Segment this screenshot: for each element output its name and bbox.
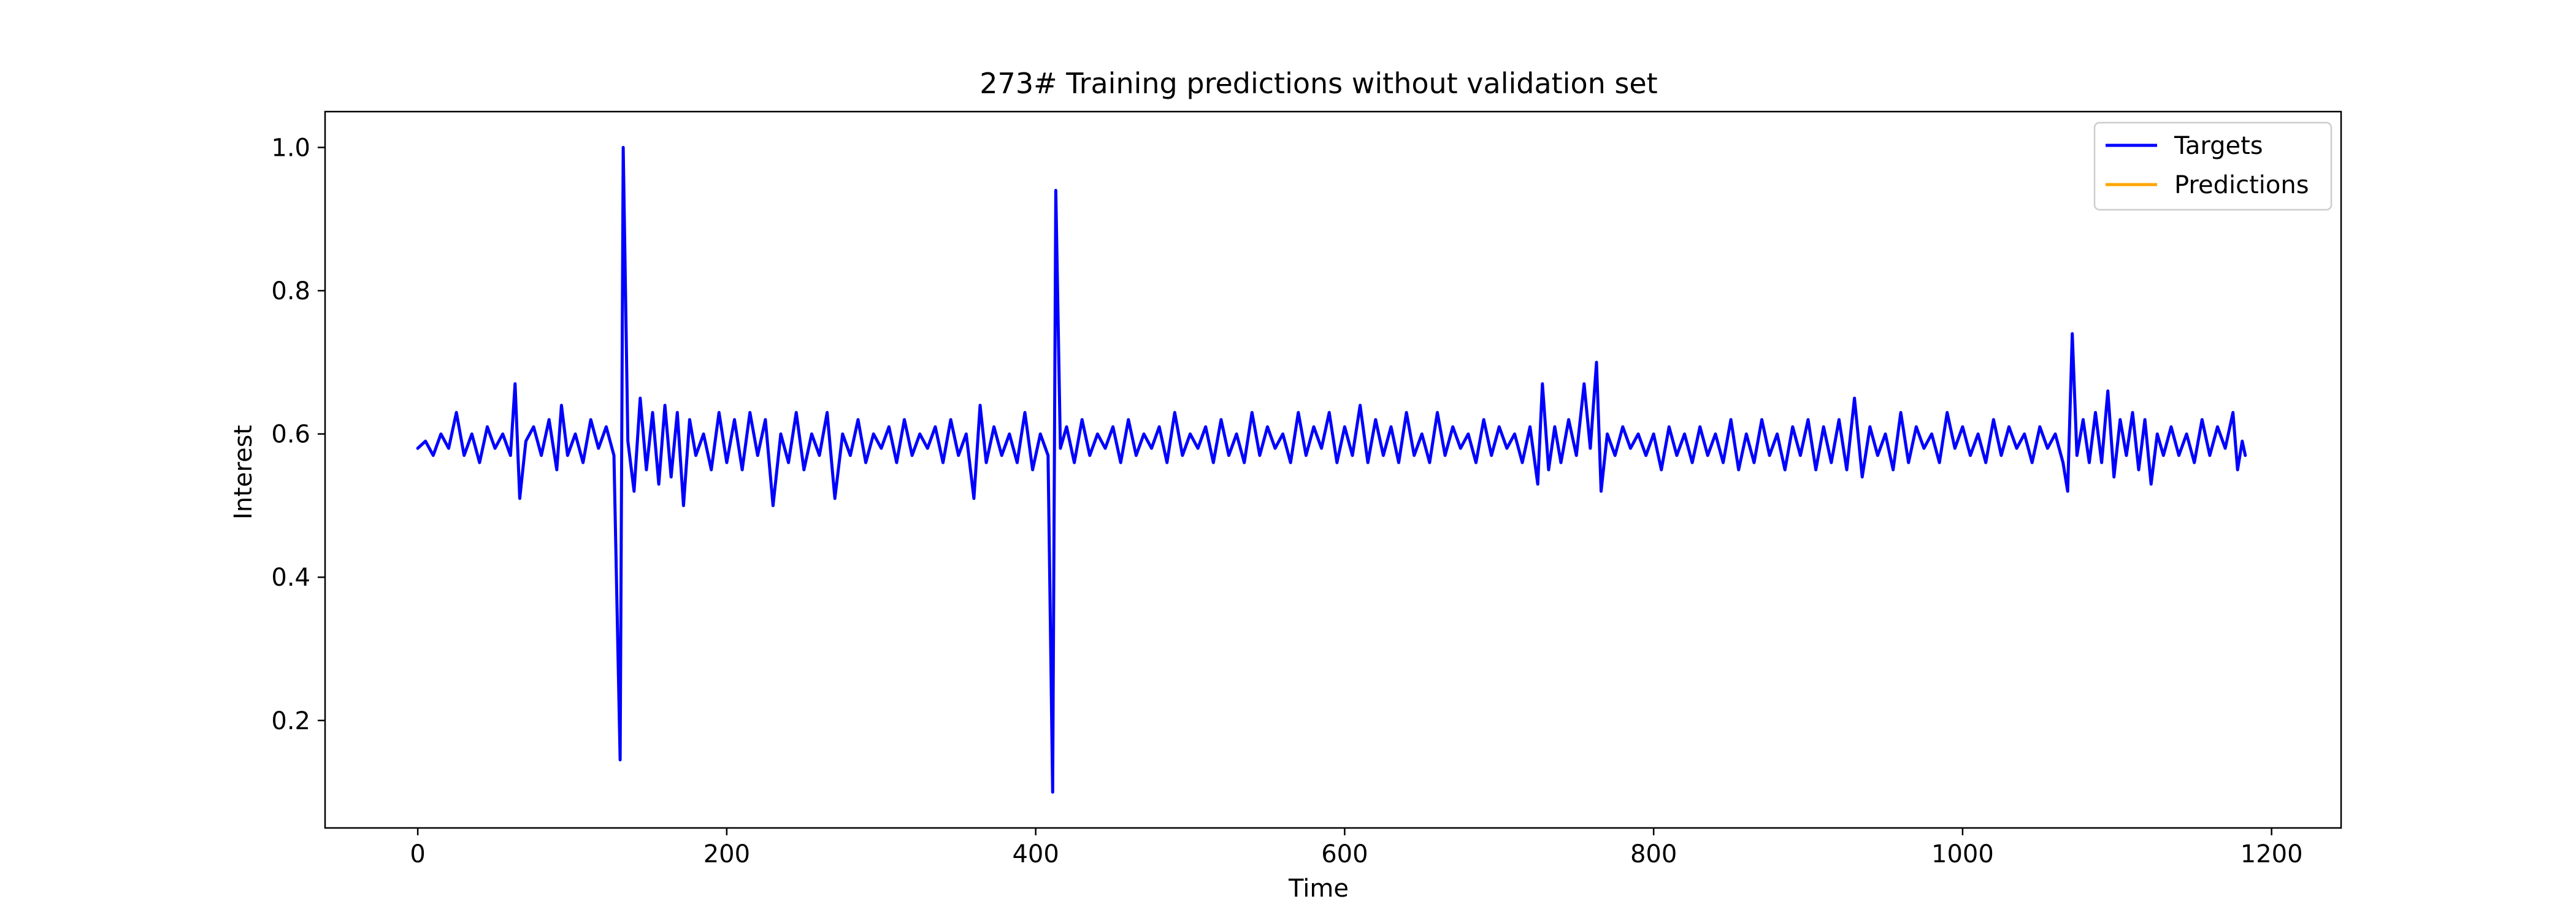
series-layer (416, 145, 2247, 794)
y-axis-label: Interest (229, 425, 258, 519)
x-tick-label: 600 (1321, 840, 1368, 868)
x-tick-label: 800 (1630, 840, 1677, 868)
x-tick-label: 1200 (2241, 840, 2303, 868)
y-tick-label: 1.0 (271, 134, 310, 162)
x-tick-label: 1000 (1931, 840, 1994, 868)
plot-border (324, 110, 2342, 829)
legend: Targets Predictions (2093, 121, 2333, 211)
axis-ticks: 0 200 400 600 800 1000 1200 0.2 0.4 0.6 0.8 1.0 (271, 134, 2302, 868)
legend-label-targets: Targets (2174, 132, 2263, 160)
chart-title: 273# Training predictions without valida… (979, 67, 1657, 100)
series-line-targets (416, 145, 2247, 794)
x-tick-label: 200 (703, 840, 750, 868)
y-tick-label: 0.6 (271, 421, 310, 449)
x-tick-label: 400 (1012, 840, 1059, 868)
y-tick-label: 0.8 (271, 277, 310, 305)
y-tick-label: 0.4 (271, 564, 310, 592)
x-axis-label: Time (1288, 875, 1349, 903)
x-tick-label: 0 (410, 840, 425, 868)
legend-label-predictions: Predictions (2174, 171, 2309, 199)
y-tick-label: 0.2 (271, 707, 310, 735)
plot-frame (324, 110, 2342, 829)
